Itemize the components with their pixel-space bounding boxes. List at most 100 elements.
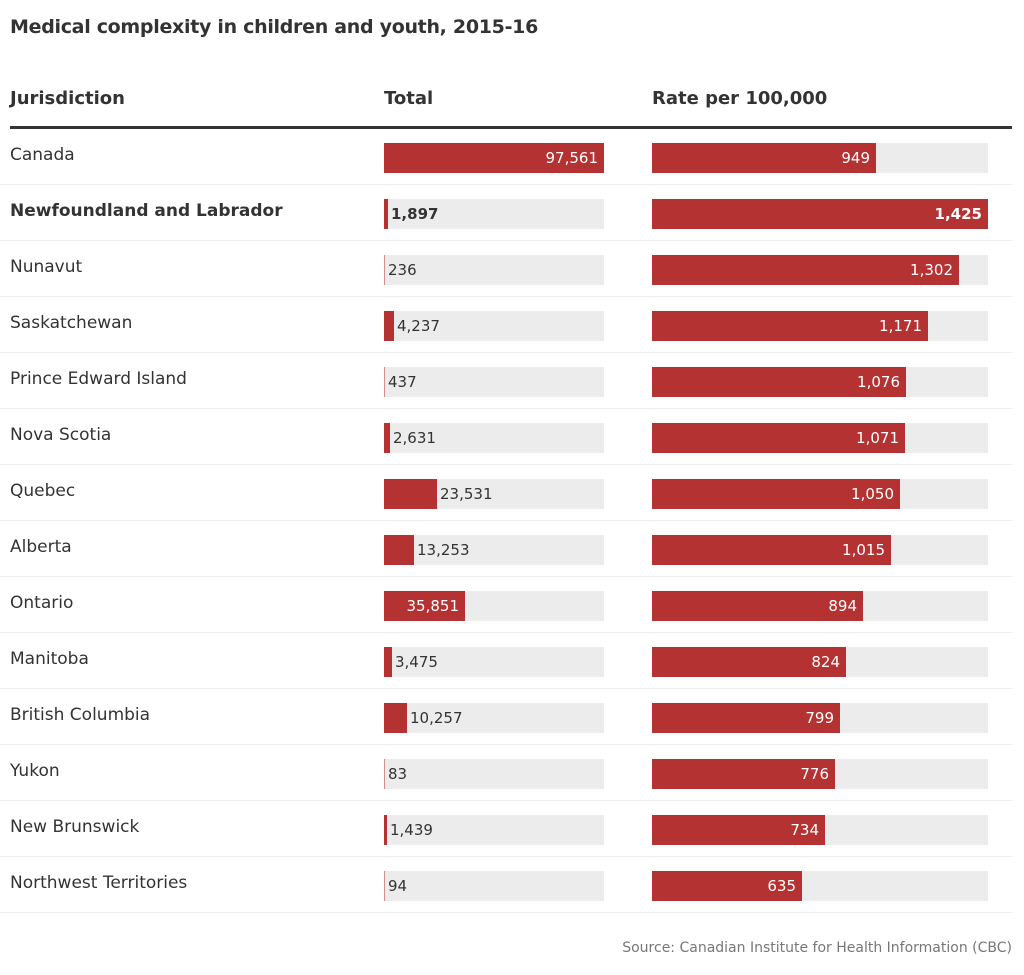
rate-label: 1,302 xyxy=(910,261,953,279)
total-bar xyxy=(384,199,388,229)
rate-bar xyxy=(652,367,906,397)
rate-label: 1,076 xyxy=(857,373,900,391)
total-bar xyxy=(384,647,392,677)
rate-label: 799 xyxy=(805,709,834,727)
jurisdiction-name: Quebec xyxy=(10,481,76,501)
rate-track: 824 xyxy=(652,647,988,677)
rate-track: 734 xyxy=(652,815,988,845)
total-label: 4,237 xyxy=(397,317,440,335)
rate-label: 1,015 xyxy=(842,541,885,559)
total-bar xyxy=(384,535,414,565)
source-note: Source: Canadian Institute for Health In… xyxy=(622,940,1012,956)
rate-track: 1,071 xyxy=(652,423,988,453)
row-divider xyxy=(0,464,1012,465)
header-jurisdiction: Jurisdiction xyxy=(10,88,125,109)
rate-label: 894 xyxy=(828,597,857,615)
jurisdiction-name: Nunavut xyxy=(10,257,83,277)
row-divider xyxy=(0,912,1012,913)
total-track: 437 xyxy=(384,367,604,397)
table-row: Nunavut 236 1,302 xyxy=(0,241,1012,297)
total-label: 83 xyxy=(388,765,408,783)
total-label: 3,475 xyxy=(395,653,438,671)
jurisdiction-name: Nova Scotia xyxy=(10,425,112,445)
rate-track: 1,076 xyxy=(652,367,988,397)
rate-bar xyxy=(652,143,876,173)
total-track: 1,439 xyxy=(384,815,604,845)
total-label: 23,531 xyxy=(440,485,493,503)
rate-bar xyxy=(652,199,988,229)
total-bar xyxy=(384,591,465,621)
total-label: 35,851 xyxy=(406,597,460,615)
total-label: 10,257 xyxy=(410,709,463,727)
row-divider xyxy=(0,576,1012,577)
rate-bar xyxy=(652,535,891,565)
rate-bar xyxy=(652,423,905,453)
total-track: 1,897 xyxy=(384,199,604,229)
jurisdiction-name: Saskatchewan xyxy=(10,313,133,333)
table-row: Alberta 13,253 1,015 xyxy=(0,521,1012,577)
total-bar xyxy=(384,703,407,733)
jurisdiction-name: Manitoba xyxy=(10,649,89,669)
total-bar xyxy=(384,255,385,285)
rate-label: 776 xyxy=(800,765,829,783)
jurisdiction-name: Alberta xyxy=(10,537,72,557)
total-bar xyxy=(384,311,394,341)
total-bar xyxy=(384,759,385,789)
rate-track: 1,050 xyxy=(652,479,988,509)
rate-bar xyxy=(652,591,863,621)
total-track: 3,475 xyxy=(384,647,604,677)
rate-bar xyxy=(652,479,900,509)
header-divider xyxy=(10,126,1012,129)
table-row: Quebec 23,531 1,050 xyxy=(0,465,1012,521)
rate-track: 1,425 xyxy=(652,199,988,229)
row-divider xyxy=(0,352,1012,353)
rate-track: 894 xyxy=(652,591,988,621)
rate-label: 635 xyxy=(767,877,796,895)
total-track: 83 xyxy=(384,759,604,789)
jurisdiction-name: Canada xyxy=(10,145,75,165)
rate-track: 1,015 xyxy=(652,535,988,565)
row-divider xyxy=(0,800,1012,801)
total-label: 97,561 xyxy=(545,149,599,167)
rate-label: 1,071 xyxy=(856,429,899,447)
row-divider xyxy=(0,688,1012,689)
total-track: 97,561 xyxy=(384,143,604,173)
rate-label: 1,425 xyxy=(934,205,982,223)
jurisdiction-name: New Brunswick xyxy=(10,817,140,837)
rate-label: 734 xyxy=(790,821,819,839)
row-divider xyxy=(0,240,1012,241)
jurisdiction-name: Prince Edward Island xyxy=(10,369,187,389)
total-bar xyxy=(384,367,385,397)
total-label: 13,253 xyxy=(417,541,470,559)
total-bar xyxy=(384,815,387,845)
jurisdiction-name: Newfoundland and Labrador xyxy=(10,201,283,221)
rate-label: 1,171 xyxy=(879,317,922,335)
table-row: Newfoundland and Labrador 1,897 1,425 xyxy=(0,185,1012,241)
jurisdiction-name: British Columbia xyxy=(10,705,151,725)
rate-bar xyxy=(652,647,846,677)
rate-bar xyxy=(652,759,835,789)
table-row: Yukon 83 776 xyxy=(0,745,1012,801)
table-row: Prince Edward Island 437 1,076 xyxy=(0,353,1012,409)
total-track: 10,257 xyxy=(384,703,604,733)
table-row: Manitoba 3,475 824 xyxy=(0,633,1012,689)
rate-bar xyxy=(652,871,802,901)
rate-track: 776 xyxy=(652,759,988,789)
rate-track: 1,171 xyxy=(652,311,988,341)
table-row: New Brunswick 1,439 734 xyxy=(0,801,1012,857)
rate-bar xyxy=(652,815,825,845)
table-row: Nova Scotia 2,631 1,071 xyxy=(0,409,1012,465)
total-track: 2,631 xyxy=(384,423,604,453)
row-divider xyxy=(0,744,1012,745)
chart-title: Medical complexity in children and youth… xyxy=(10,16,539,38)
header-total: Total xyxy=(384,88,434,109)
total-track: 23,531 xyxy=(384,479,604,509)
table-row: Northwest Territories 94 635 xyxy=(0,857,1012,913)
row-divider xyxy=(0,184,1012,185)
total-label: 1,897 xyxy=(391,205,439,223)
row-divider xyxy=(0,632,1012,633)
rate-track: 949 xyxy=(652,143,988,173)
total-label: 236 xyxy=(388,261,417,279)
total-track: 236 xyxy=(384,255,604,285)
total-label: 437 xyxy=(388,373,417,391)
